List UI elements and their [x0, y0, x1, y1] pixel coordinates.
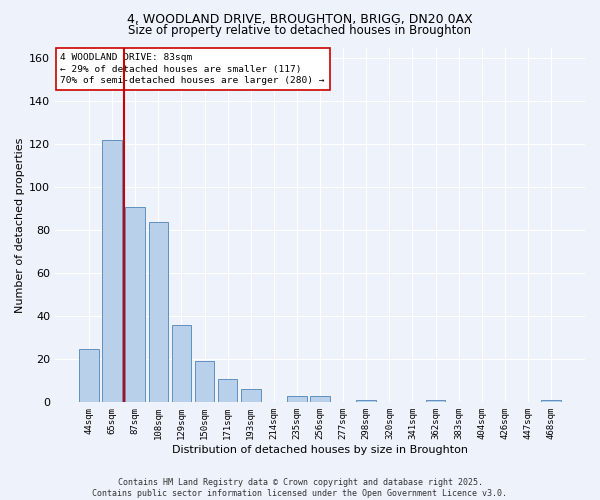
Bar	[103, 140, 122, 402]
Bar	[310, 396, 330, 402]
Bar	[426, 400, 445, 402]
Bar	[287, 396, 307, 402]
Text: 4 WOODLAND DRIVE: 83sqm
← 29% of detached houses are smaller (117)
70% of semi-d: 4 WOODLAND DRIVE: 83sqm ← 29% of detache…	[61, 53, 325, 86]
X-axis label: Distribution of detached houses by size in Broughton: Distribution of detached houses by size …	[172, 445, 468, 455]
Bar	[195, 362, 214, 403]
Text: Size of property relative to detached houses in Broughton: Size of property relative to detached ho…	[128, 24, 472, 37]
Bar	[125, 206, 145, 402]
Text: Contains HM Land Registry data © Crown copyright and database right 2025.
Contai: Contains HM Land Registry data © Crown c…	[92, 478, 508, 498]
Bar	[541, 400, 561, 402]
Bar	[149, 222, 168, 402]
Bar	[79, 348, 99, 403]
Text: 4, WOODLAND DRIVE, BROUGHTON, BRIGG, DN20 0AX: 4, WOODLAND DRIVE, BROUGHTON, BRIGG, DN2…	[127, 12, 473, 26]
Bar	[356, 400, 376, 402]
Bar	[172, 325, 191, 402]
Bar	[241, 390, 260, 402]
Y-axis label: Number of detached properties: Number of detached properties	[15, 137, 25, 312]
Bar	[218, 378, 238, 402]
